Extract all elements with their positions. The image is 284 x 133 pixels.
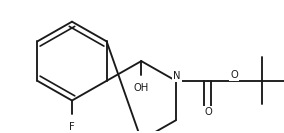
Text: N: N bbox=[173, 71, 181, 81]
Text: OH: OH bbox=[134, 83, 149, 93]
Text: O: O bbox=[230, 70, 238, 80]
Text: F: F bbox=[69, 122, 75, 132]
Text: O: O bbox=[204, 107, 212, 117]
